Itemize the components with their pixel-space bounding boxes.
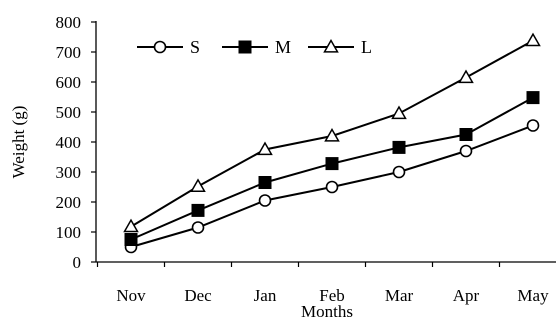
legend-marker-l: [323, 38, 339, 53]
series-l: [123, 32, 541, 233]
x-tick-label: May: [517, 286, 549, 305]
data-point-m: [191, 203, 205, 217]
legend-marker-s: [153, 40, 167, 54]
y-tick-label: 700: [56, 43, 82, 62]
data-point-m: [526, 91, 540, 105]
x-axis-label: Months: [301, 302, 353, 320]
legend-label-l: L: [361, 37, 372, 57]
series-group: [123, 32, 541, 254]
legend-marker-m: [238, 40, 252, 54]
y-tick-label: 200: [56, 193, 82, 212]
data-point-l: [257, 141, 273, 156]
data-point-l: [190, 178, 206, 193]
data-point-m: [392, 140, 406, 154]
data-point-l: [458, 69, 474, 84]
data-point-l: [123, 218, 139, 233]
x-tick-label: Mar: [385, 286, 414, 305]
y-axis-label: Weight (g): [9, 106, 28, 179]
legend-item-s: S: [137, 37, 200, 57]
x-tick-label: Jan: [254, 286, 277, 305]
data-point-m: [325, 157, 339, 171]
x-tick-label: Dec: [184, 286, 212, 305]
legend-item-m: M: [222, 37, 291, 57]
data-point-s: [526, 119, 540, 132]
legend-label-m: M: [275, 37, 291, 57]
data-point-l: [525, 32, 541, 47]
data-point-l: [324, 127, 340, 142]
y-tick-label: 400: [56, 133, 82, 152]
legend-item-l: L: [308, 37, 372, 57]
data-point-s: [392, 165, 406, 179]
y-tick-label: 100: [56, 223, 82, 242]
axes: 0 100 200 300 400 500 600 700 800 Nov Dec Jan Feb Mar…: [56, 13, 556, 305]
data-point-l: [391, 105, 407, 120]
y-tick-label: 0: [73, 253, 82, 272]
data-point-m: [124, 233, 138, 246]
x-tick-label: Feb: [319, 286, 345, 305]
data-point-m: [459, 128, 473, 141]
data-point-s: [459, 144, 473, 158]
data-point-s: [325, 180, 339, 194]
x-tick-label: Apr: [453, 286, 480, 305]
series-m: [124, 91, 540, 246]
y-tick-label: 500: [56, 103, 82, 122]
series-s: [124, 119, 540, 254]
data-point-m: [258, 176, 272, 189]
y-tick-label: 600: [56, 73, 82, 92]
legend-label-s: S: [190, 37, 200, 57]
y-tick-label: 300: [56, 163, 82, 182]
data-point-s: [191, 221, 205, 234]
y-tick-label: 800: [56, 13, 82, 32]
data-point-s: [258, 194, 272, 207]
x-tick-label: Nov: [116, 286, 146, 305]
